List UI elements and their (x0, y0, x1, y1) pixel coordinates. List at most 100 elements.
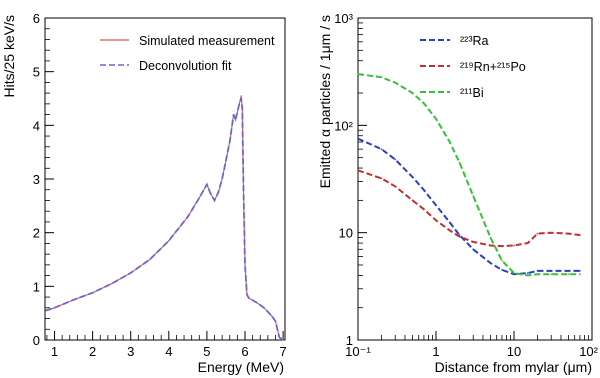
point-ra223 (567, 270, 570, 272)
x-tick-label: 1 (432, 344, 439, 359)
point-fit (53, 307, 56, 309)
point-simulated (240, 95, 242, 97)
x-tick-label: 4 (165, 344, 172, 359)
point-fit (130, 272, 132, 274)
point-ra223 (394, 158, 397, 161)
point-fit (45, 309, 47, 312)
y-tick-label: 5 (33, 65, 40, 80)
point-rn219-po215 (423, 208, 425, 211)
point-bi211 (448, 141, 451, 143)
point-bi211 (489, 236, 492, 239)
point-ra223 (526, 272, 529, 274)
x-axis-title-right: Distance from mylar (μm) (435, 359, 592, 375)
point-bi211 (394, 81, 397, 84)
point-fit (210, 193, 212, 195)
point-fit (278, 336, 280, 338)
point-fit (149, 258, 151, 261)
series-deconvolution-fit (45, 98, 284, 341)
point-ra223 (550, 270, 553, 272)
point-fit (217, 191, 219, 194)
point-ra223 (489, 262, 492, 264)
point-ra223 (380, 148, 383, 150)
point-fit (92, 292, 94, 294)
point-fit (187, 215, 189, 218)
x-tick-label: 5 (203, 344, 210, 359)
point-fit (111, 283, 113, 285)
y-axis-title-right: Emitted α particles / 1μm / s (317, 15, 333, 188)
x-tick-label: 6 (241, 344, 248, 359)
point-rn219-po215 (458, 235, 461, 238)
point-fit (263, 307, 265, 309)
y-tick-label: 10 (339, 226, 353, 241)
point-bi211 (501, 259, 503, 262)
point-fit (168, 240, 170, 242)
point-fit (232, 114, 235, 116)
x-tick-label: 10 (507, 344, 521, 359)
x-axis-title-left: Energy (MeV) (198, 359, 284, 375)
y-tick-label: 3 (33, 172, 40, 187)
y-tick-label: 1 (346, 333, 353, 348)
point-rn219-po215 (489, 244, 492, 247)
point-rn219-po215 (357, 169, 359, 172)
point-fit (206, 183, 208, 185)
y-tick-label: 2 (33, 226, 40, 241)
point-fit (271, 315, 273, 317)
y-tick-label: 1 (33, 279, 40, 294)
y-tick-label: 0 (33, 333, 40, 348)
point-bi211 (513, 272, 515, 274)
point-fit (236, 111, 238, 113)
point-fit (234, 119, 237, 121)
x-tick-label: 7 (279, 344, 286, 359)
point-fit (213, 199, 216, 202)
point-bi211 (567, 273, 570, 276)
point-rn219-po215 (536, 232, 539, 235)
legend-right: ²²³Ra ²¹⁹Rn+²¹⁵Po ²¹¹Bi (420, 34, 526, 100)
y-tick-label: 10² (334, 118, 353, 133)
legend-left: Simulated measurement Deconvolution fit (100, 34, 275, 73)
x-tick-label: 10⁻¹ (345, 344, 371, 359)
point-ra223 (411, 176, 414, 178)
point-rn219-po215 (579, 234, 581, 236)
point-rn219-po215 (435, 219, 437, 222)
point-rn219-po215 (567, 232, 570, 235)
y-axis-title-left: Hits/25 keV/s (1, 15, 17, 97)
plot-frame-right (357, 17, 593, 341)
point-bi211 (536, 273, 539, 276)
point-ra223 (435, 204, 437, 207)
point-fit (244, 264, 246, 266)
point-fit (238, 103, 240, 105)
legend-label-rn219: ²¹⁹Rn+²¹⁵Po (460, 60, 526, 74)
point-ra223 (501, 269, 503, 271)
point-fit (221, 178, 223, 180)
legend-label-bi211: ²¹¹Bi (460, 86, 484, 100)
point-bi211 (423, 102, 425, 105)
point-fit (198, 197, 200, 199)
point-fit (274, 320, 277, 322)
legend-label-ra223: ²²³Ra (460, 34, 489, 48)
point-rn219-po215 (550, 231, 553, 234)
x-tick-label: 10² (579, 344, 598, 359)
point-bi211 (526, 274, 529, 277)
point-fit (241, 108, 243, 110)
point-fit (246, 293, 248, 295)
point-rn219-po215 (513, 244, 515, 247)
x-tick-label: 2 (89, 344, 96, 359)
point-fit (255, 301, 258, 304)
legend-label-simulated: Simulated measurement (139, 34, 275, 48)
point-ra223 (357, 137, 359, 140)
point-ra223 (472, 248, 475, 251)
point-fit (240, 97, 242, 100)
point-bi211 (579, 273, 581, 276)
legend-label-fit: Deconvolution fit (139, 59, 232, 73)
point-fit (276, 328, 278, 330)
series-ra223 (357, 137, 580, 276)
point-bi211 (472, 195, 475, 197)
point-bi211 (435, 118, 437, 120)
point-fit (282, 339, 284, 341)
point-ra223 (423, 189, 425, 191)
point-fit (248, 297, 250, 299)
